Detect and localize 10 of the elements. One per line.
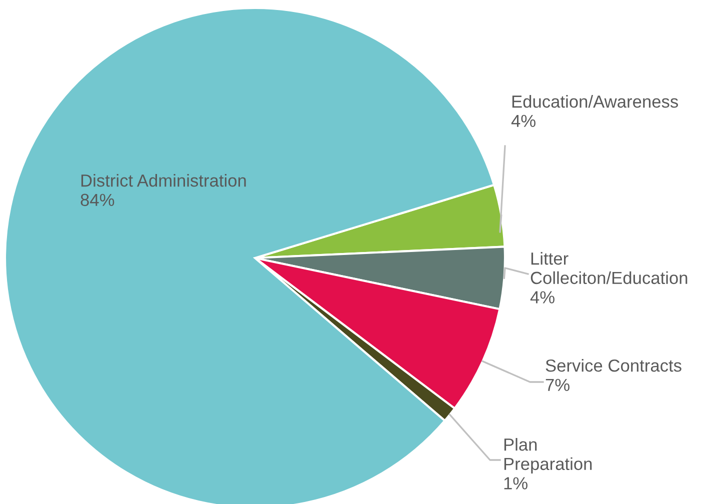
data-label: 7% (546, 378, 570, 392)
slice-label: Service Contracts (546, 359, 682, 372)
slice-label: Litter Colleciton/Education (530, 252, 688, 284)
data-label: 4% (530, 291, 554, 304)
data-label: 4% (511, 114, 536, 128)
data-label: 1% (504, 477, 528, 490)
slice-label: District Administration (81, 174, 246, 187)
data-label: 84% (80, 194, 114, 206)
slice-label: Education/Awareness (512, 95, 678, 108)
slice-label: Plan Preparation (504, 438, 592, 474)
